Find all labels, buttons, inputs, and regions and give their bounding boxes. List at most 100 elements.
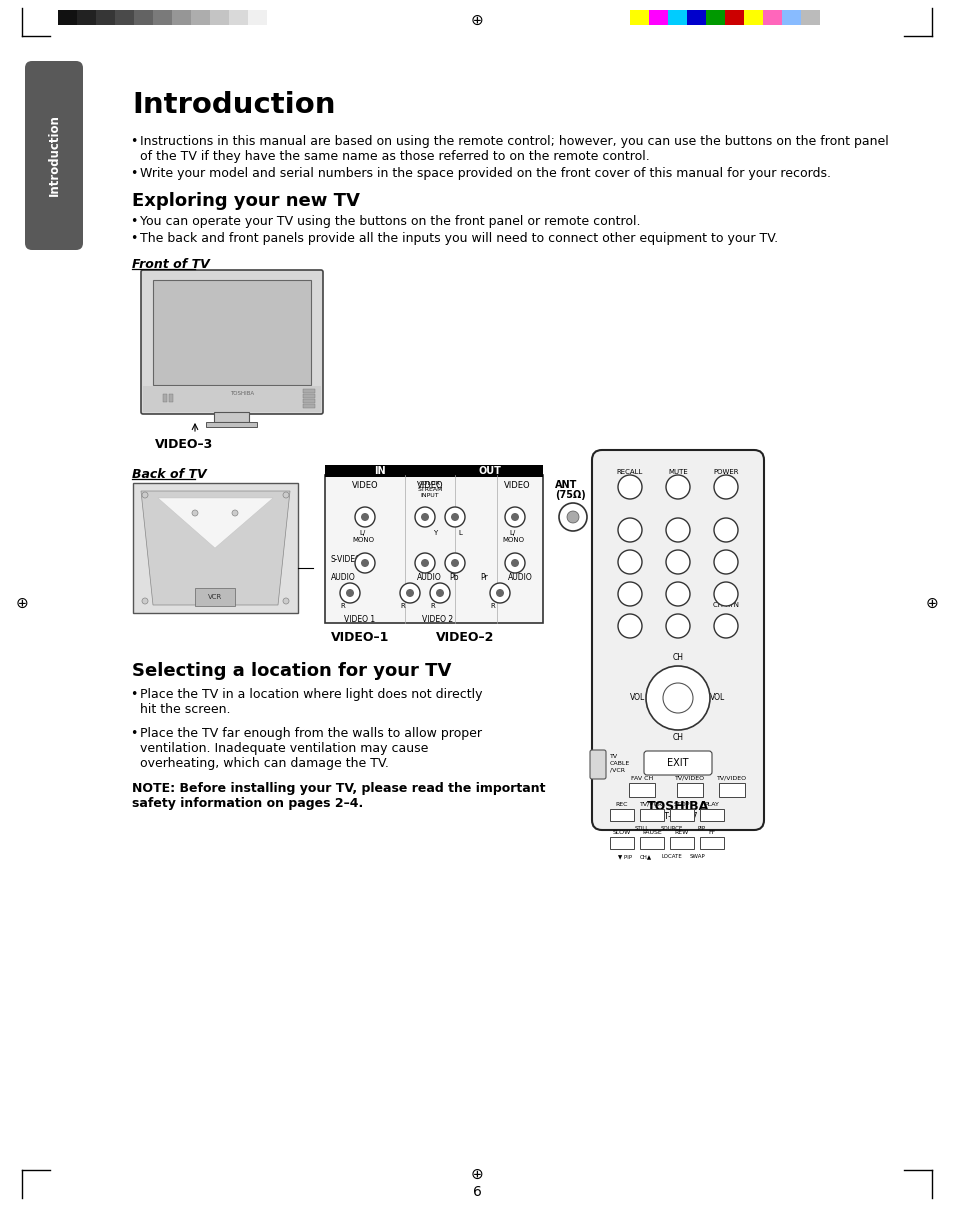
Circle shape [192,510,198,516]
Text: VOL: VOL [710,693,725,703]
Polygon shape [141,491,290,605]
Text: FAV CH: FAV CH [630,775,653,781]
Circle shape [618,550,641,574]
Bar [801,10,820,25]
Text: MONO: MONO [352,537,374,543]
Bar [686,10,705,25]
Circle shape [511,560,518,567]
Text: FF: FF [708,830,715,835]
Bar [677,783,702,797]
Text: CH: CH [672,733,682,743]
Bar [229,10,248,25]
Bar [77,10,96,25]
Text: NOTE: Before installing your TV, please read the important: NOTE: Before installing your TV, please … [132,781,545,795]
Circle shape [232,510,237,516]
Text: TOSHIBA: TOSHIBA [230,391,253,396]
Text: VIDEO: VIDEO [503,481,530,490]
Text: VIDEO 1: VIDEO 1 [344,615,375,624]
Circle shape [566,511,578,523]
Circle shape [662,683,692,713]
Circle shape [665,475,689,499]
Text: SWAP: SWAP [689,854,705,859]
Text: ENT: ENT [716,621,735,631]
Text: /VCR: /VCR [609,768,624,773]
Text: ⊕: ⊕ [470,12,483,28]
Bar [303,404,314,408]
Circle shape [618,519,641,541]
Bar [648,10,667,25]
Text: Selecting a location for your TV: Selecting a location for your TV [132,662,451,680]
Circle shape [618,614,641,638]
Text: ▼ PIP: ▼ PIP [618,854,632,859]
Text: •: • [130,166,137,180]
Text: 100: 100 [620,621,639,631]
Circle shape [713,519,738,541]
Circle shape [665,519,689,541]
Circle shape [713,475,738,499]
Text: •: • [130,232,137,245]
Bar [143,386,320,412]
Text: COLOR
STREAM
INPUT: COLOR STREAM INPUT [416,481,442,498]
Bar [210,10,229,25]
Text: AUDIO: AUDIO [331,573,355,582]
Text: ⏽: ⏽ [722,482,728,492]
Bar [628,783,655,797]
Text: VCR: VCR [208,595,222,601]
Text: TV/VCR: TV/VCR [639,802,663,807]
Circle shape [490,582,510,603]
Text: VIDEO–1: VIDEO–1 [331,631,389,644]
Text: L/: L/ [359,529,366,535]
Text: CH RTN: CH RTN [712,602,739,608]
Bar [724,10,743,25]
Bar [700,809,723,821]
Bar [248,10,267,25]
Circle shape [142,492,148,498]
Text: Write your model and serial numbers in the space provided on the front cover of : Write your model and serial numbers in t… [140,166,830,180]
Text: □: □ [625,482,634,492]
Text: VIDEO: VIDEO [352,481,378,490]
FancyBboxPatch shape [25,62,83,250]
Circle shape [420,560,429,567]
Circle shape [360,513,369,521]
Text: MENU/
ENTER: MENU/ ENTER [666,691,689,704]
Text: LOCATE: LOCATE [661,854,682,859]
Circle shape [618,475,641,499]
Bar [115,10,133,25]
Bar [700,837,723,849]
Bar [609,837,634,849]
Text: PAUSE: PAUSE [641,830,661,835]
Text: TOSHIBA: TOSHIBA [646,800,708,813]
Circle shape [355,554,375,573]
Text: SLOW: SLOW [612,830,631,835]
Text: Pb: Pb [449,573,458,582]
Text: 8: 8 [674,589,680,599]
FancyBboxPatch shape [592,450,763,830]
Bar [96,10,115,25]
Text: VIDEO 2: VIDEO 2 [422,615,453,624]
Bar [629,10,648,25]
FancyBboxPatch shape [141,270,323,414]
Circle shape [713,550,738,574]
Text: EXIT: EXIT [666,759,688,768]
Text: IN: IN [374,466,385,476]
Circle shape [399,582,419,603]
Text: VIDEO–3: VIDEO–3 [154,438,213,451]
Text: R: R [490,603,495,609]
Text: •: • [130,215,137,228]
Bar [639,809,663,821]
Text: 3: 3 [722,525,728,535]
Bar [743,10,762,25]
Text: TV: TV [609,754,618,759]
Text: REC: REC [615,802,628,807]
Text: ⊕: ⊕ [15,596,29,610]
Circle shape [346,589,354,597]
Text: 1: 1 [626,525,633,535]
Text: CABLE: CABLE [609,761,630,766]
Text: MUTE: MUTE [667,469,687,475]
Text: ventilation. Inadequate ventilation may cause: ventilation. Inadequate ventilation may … [140,742,428,755]
Circle shape [713,614,738,638]
Circle shape [420,513,429,521]
Text: MONO: MONO [501,537,523,543]
Bar [133,10,152,25]
Text: RECALL: RECALL [617,469,642,475]
